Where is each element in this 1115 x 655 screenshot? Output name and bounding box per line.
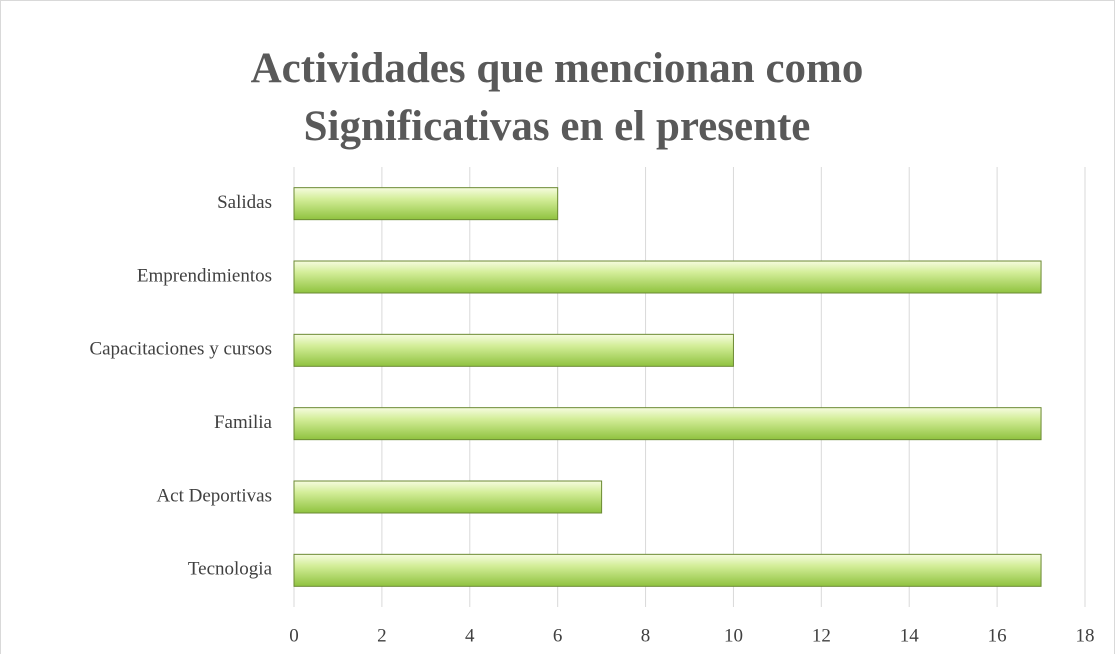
bar — [293, 333, 734, 367]
y-tick-label: Act Deportivas — [156, 485, 272, 506]
y-tick-label: Capacitaciones y cursos — [89, 339, 272, 360]
x-tick-label: 18 — [1076, 625, 1095, 646]
y-tick-label: Salidas — [217, 192, 272, 213]
x-tick-label: 6 — [553, 625, 563, 646]
x-tick-label: 2 — [377, 625, 387, 646]
x-tick-label: 12 — [812, 625, 831, 646]
x-tick-label: 0 — [289, 625, 299, 646]
y-tick-label: Emprendimientos — [137, 265, 272, 286]
y-tick-label: Tecnologia — [188, 559, 273, 580]
bar — [293, 187, 559, 221]
x-tick-label: 4 — [465, 625, 475, 646]
chart-title: Actividades que mencionan como Significa… — [250, 45, 864, 150]
x-tick-label: 8 — [641, 625, 651, 646]
x-tick-label: 10 — [724, 625, 743, 646]
x-tick-label: 16 — [988, 625, 1007, 646]
x-tick-label: 14 — [900, 625, 920, 646]
bar — [293, 407, 1042, 441]
bar — [293, 260, 1042, 294]
y-tick-label: Familia — [214, 412, 273, 433]
bar — [293, 480, 603, 514]
bar — [293, 553, 1042, 587]
